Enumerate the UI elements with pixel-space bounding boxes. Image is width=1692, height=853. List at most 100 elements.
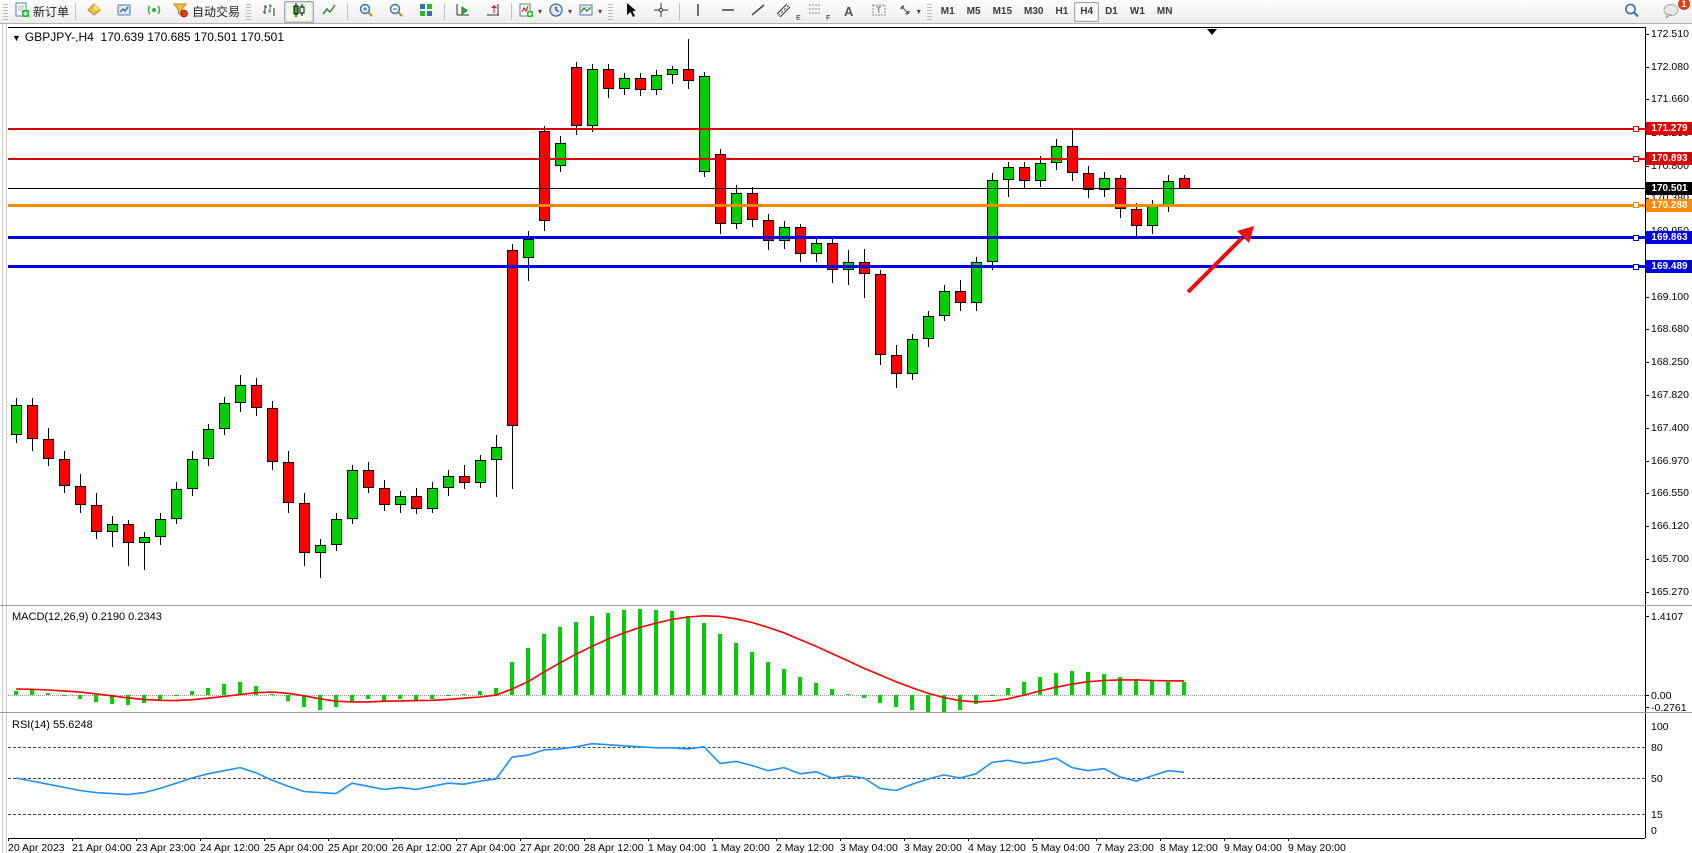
- macd-histogram-bar: [574, 621, 578, 696]
- tile-windows-button[interactable]: [411, 1, 441, 23]
- vertical-line-tool-button[interactable]: [683, 1, 713, 23]
- arrows-tool-button[interactable]: ▾: [894, 1, 924, 23]
- symbol-period: GBPJPY-,H4: [24, 30, 94, 44]
- zoom-out-button[interactable]: [381, 1, 411, 23]
- horizontal-line-tool-button[interactable]: [713, 1, 743, 23]
- market-watch-button[interactable]: [109, 1, 139, 23]
- rsi-axis-label: 100: [1651, 721, 1669, 733]
- signals-button[interactable]: [139, 1, 169, 23]
- line-anchor-marker[interactable]: [1633, 263, 1639, 270]
- macd-splitter[interactable]: [0, 605, 1692, 606]
- rsi-axis-label: 50: [1651, 773, 1663, 785]
- horizontal-line[interactable]: [8, 236, 1645, 240]
- time-axis-label: 26 Apr 12:00: [392, 842, 452, 853]
- macd-histogram-bar: [302, 695, 306, 708]
- trendline-tool-button[interactable]: [743, 1, 773, 23]
- macd-histogram-bar: [526, 647, 530, 696]
- horizontal-line[interactable]: [8, 203, 1645, 207]
- notifications-button[interactable]: 1: [1656, 0, 1690, 23]
- time-axis-label: 9 May 20:00: [1288, 842, 1346, 853]
- zoom-in-button[interactable]: [351, 1, 381, 23]
- cursor-button[interactable]: [616, 1, 646, 23]
- macd-histogram-bar: [206, 687, 210, 696]
- timeframe-button-m30[interactable]: M30: [1024, 6, 1044, 17]
- line-anchor-marker[interactable]: [1633, 155, 1639, 162]
- candle: [59, 458, 70, 486]
- toolbar-grip[interactable]: [3, 3, 8, 20]
- candle: [315, 544, 326, 553]
- timeframe-button-m5[interactable]: M5: [966, 6, 981, 17]
- market-watch-icon: [116, 2, 132, 21]
- crosshair-button[interactable]: [646, 1, 676, 23]
- fibonacci-tool-button[interactable]: F: [804, 1, 834, 23]
- time-axis-label: 24 Apr 12:00: [200, 842, 260, 853]
- price-tick-label: 165.270: [1651, 585, 1689, 598]
- price-tick: [1645, 67, 1649, 69]
- toolbar-grip[interactable]: [926, 3, 932, 20]
- timeframe-button-d1[interactable]: D1: [1105, 6, 1118, 17]
- time-axis-label: 25 Apr 04:00: [264, 842, 324, 853]
- horizontal-line[interactable]: [8, 265, 1645, 269]
- candle: [891, 354, 902, 374]
- toolbar-grip[interactable]: [246, 3, 252, 20]
- candle: [203, 429, 214, 459]
- timeframe-button-m1[interactable]: M1: [940, 6, 955, 17]
- horizontal-line[interactable]: [8, 157, 1645, 160]
- candle: [987, 179, 998, 263]
- bar-chart-button[interactable]: [254, 1, 284, 23]
- chart-shift-marker-icon[interactable]: [1207, 29, 1217, 35]
- chart-window[interactable]: ▼ GBPJPY-,H4 170.639 170.685 170.501 170.…: [0, 24, 1692, 853]
- macd-histogram-bar: [1022, 681, 1026, 696]
- metaeditor-button[interactable]: [79, 1, 109, 23]
- macd-histogram-bar: [318, 695, 322, 710]
- line-anchor-marker[interactable]: [1633, 202, 1639, 209]
- time-axis-label: 7 May 23:00: [1096, 842, 1154, 853]
- autotrade-icon: [172, 2, 189, 21]
- horizontal-line[interactable]: [8, 188, 1645, 190]
- timeframe-button-mn[interactable]: MN: [1156, 6, 1173, 17]
- text-tool-button[interactable]: A: [834, 1, 864, 23]
- templates-button[interactable]: ▾: [575, 1, 605, 23]
- channel-tool-button[interactable]: E: [773, 1, 804, 23]
- macd-histogram-bar: [78, 695, 82, 700]
- toolbar-grip[interactable]: [608, 3, 614, 20]
- macd-histogram-bar: [718, 634, 722, 696]
- time-axis-label: 27 Apr 04:00: [456, 842, 516, 853]
- search-button[interactable]: [1616, 1, 1646, 23]
- macd-histogram-bar: [670, 611, 674, 696]
- auto-scroll-button[interactable]: [448, 1, 478, 23]
- timeframe-button-w1[interactable]: W1: [1129, 6, 1145, 17]
- timeframe-button-h4[interactable]: H4: [1074, 1, 1100, 22]
- indicator-lines-layer: [15, 226, 1254, 796]
- indicators-button[interactable]: ▾: [515, 1, 545, 23]
- line-chart-button[interactable]: [314, 1, 344, 23]
- line-anchor-marker[interactable]: [1633, 234, 1639, 241]
- line-anchor-marker[interactable]: [1633, 125, 1639, 132]
- window-border: [6, 24, 7, 853]
- new-order-button[interactable]: 新订单: [11, 1, 72, 23]
- macd-axis-max-tick: [1645, 616, 1649, 617]
- price-tick-label: 171.660: [1651, 93, 1689, 106]
- time-axis-label: 28 Apr 12:00: [584, 842, 644, 853]
- autotrade-button[interactable]: 自动交易: [169, 1, 243, 23]
- macd-histogram-bar: [862, 695, 866, 699]
- collapse-triangle-icon[interactable]: ▼: [12, 33, 21, 43]
- indicators-icon: [518, 2, 534, 21]
- price-tick-label: 167.400: [1651, 421, 1689, 434]
- time-tick: [776, 838, 777, 841]
- notification-badge: 1: [1678, 0, 1690, 10]
- time-tick: [200, 838, 201, 841]
- macd-histogram-bar: [174, 695, 178, 697]
- macd-histogram-bar: [990, 695, 994, 697]
- rsi-splitter[interactable]: [0, 712, 1692, 713]
- candle: [699, 76, 710, 172]
- price-line-label: 171.279: [1646, 122, 1692, 136]
- chart-shift-button[interactable]: [478, 1, 508, 23]
- candlestick-chart-button[interactable]: [284, 0, 315, 23]
- horizontal-line[interactable]: [8, 127, 1645, 130]
- periods-button[interactable]: ▾: [545, 1, 575, 23]
- time-tick: [328, 838, 329, 841]
- timeframe-button-m15[interactable]: M15: [992, 6, 1013, 17]
- label-tool-button[interactable]: T: [864, 1, 894, 23]
- timeframe-button-h1[interactable]: H1: [1055, 6, 1069, 17]
